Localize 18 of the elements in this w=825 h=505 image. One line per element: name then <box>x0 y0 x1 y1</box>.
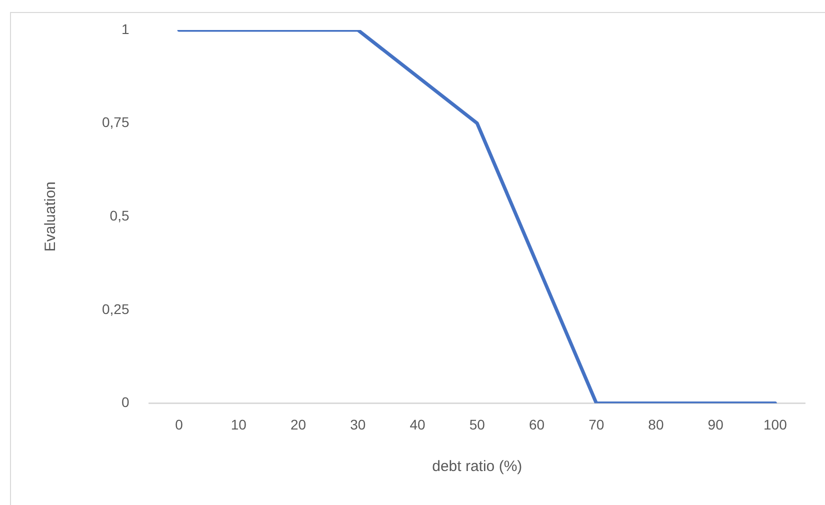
x-tick-label: 0 <box>175 416 184 432</box>
y-tick-label: 0,75 <box>102 114 130 130</box>
x-tick-label: 20 <box>290 416 306 432</box>
y-tick-label: 0,25 <box>102 300 130 317</box>
x-tick-label: 50 <box>469 416 486 432</box>
x-tick-label: 10 <box>230 416 247 432</box>
x-tick-label: 30 <box>350 416 366 432</box>
y-axis-title: Evaluation <box>42 182 60 252</box>
x-tick-label: 100 <box>764 416 788 432</box>
y-tick-label: 0,5 <box>110 207 130 224</box>
x-tick-label: 40 <box>410 416 426 432</box>
y-tick-label: 0 <box>121 394 130 410</box>
x-tick-label: 90 <box>708 416 724 432</box>
y-tick-label: 1 <box>121 20 130 37</box>
x-axis-title: debt ratio (%) <box>432 458 522 476</box>
x-tick-label: 80 <box>648 416 664 432</box>
x-tick-label: 60 <box>528 416 545 432</box>
x-tick-label: 70 <box>588 416 604 432</box>
